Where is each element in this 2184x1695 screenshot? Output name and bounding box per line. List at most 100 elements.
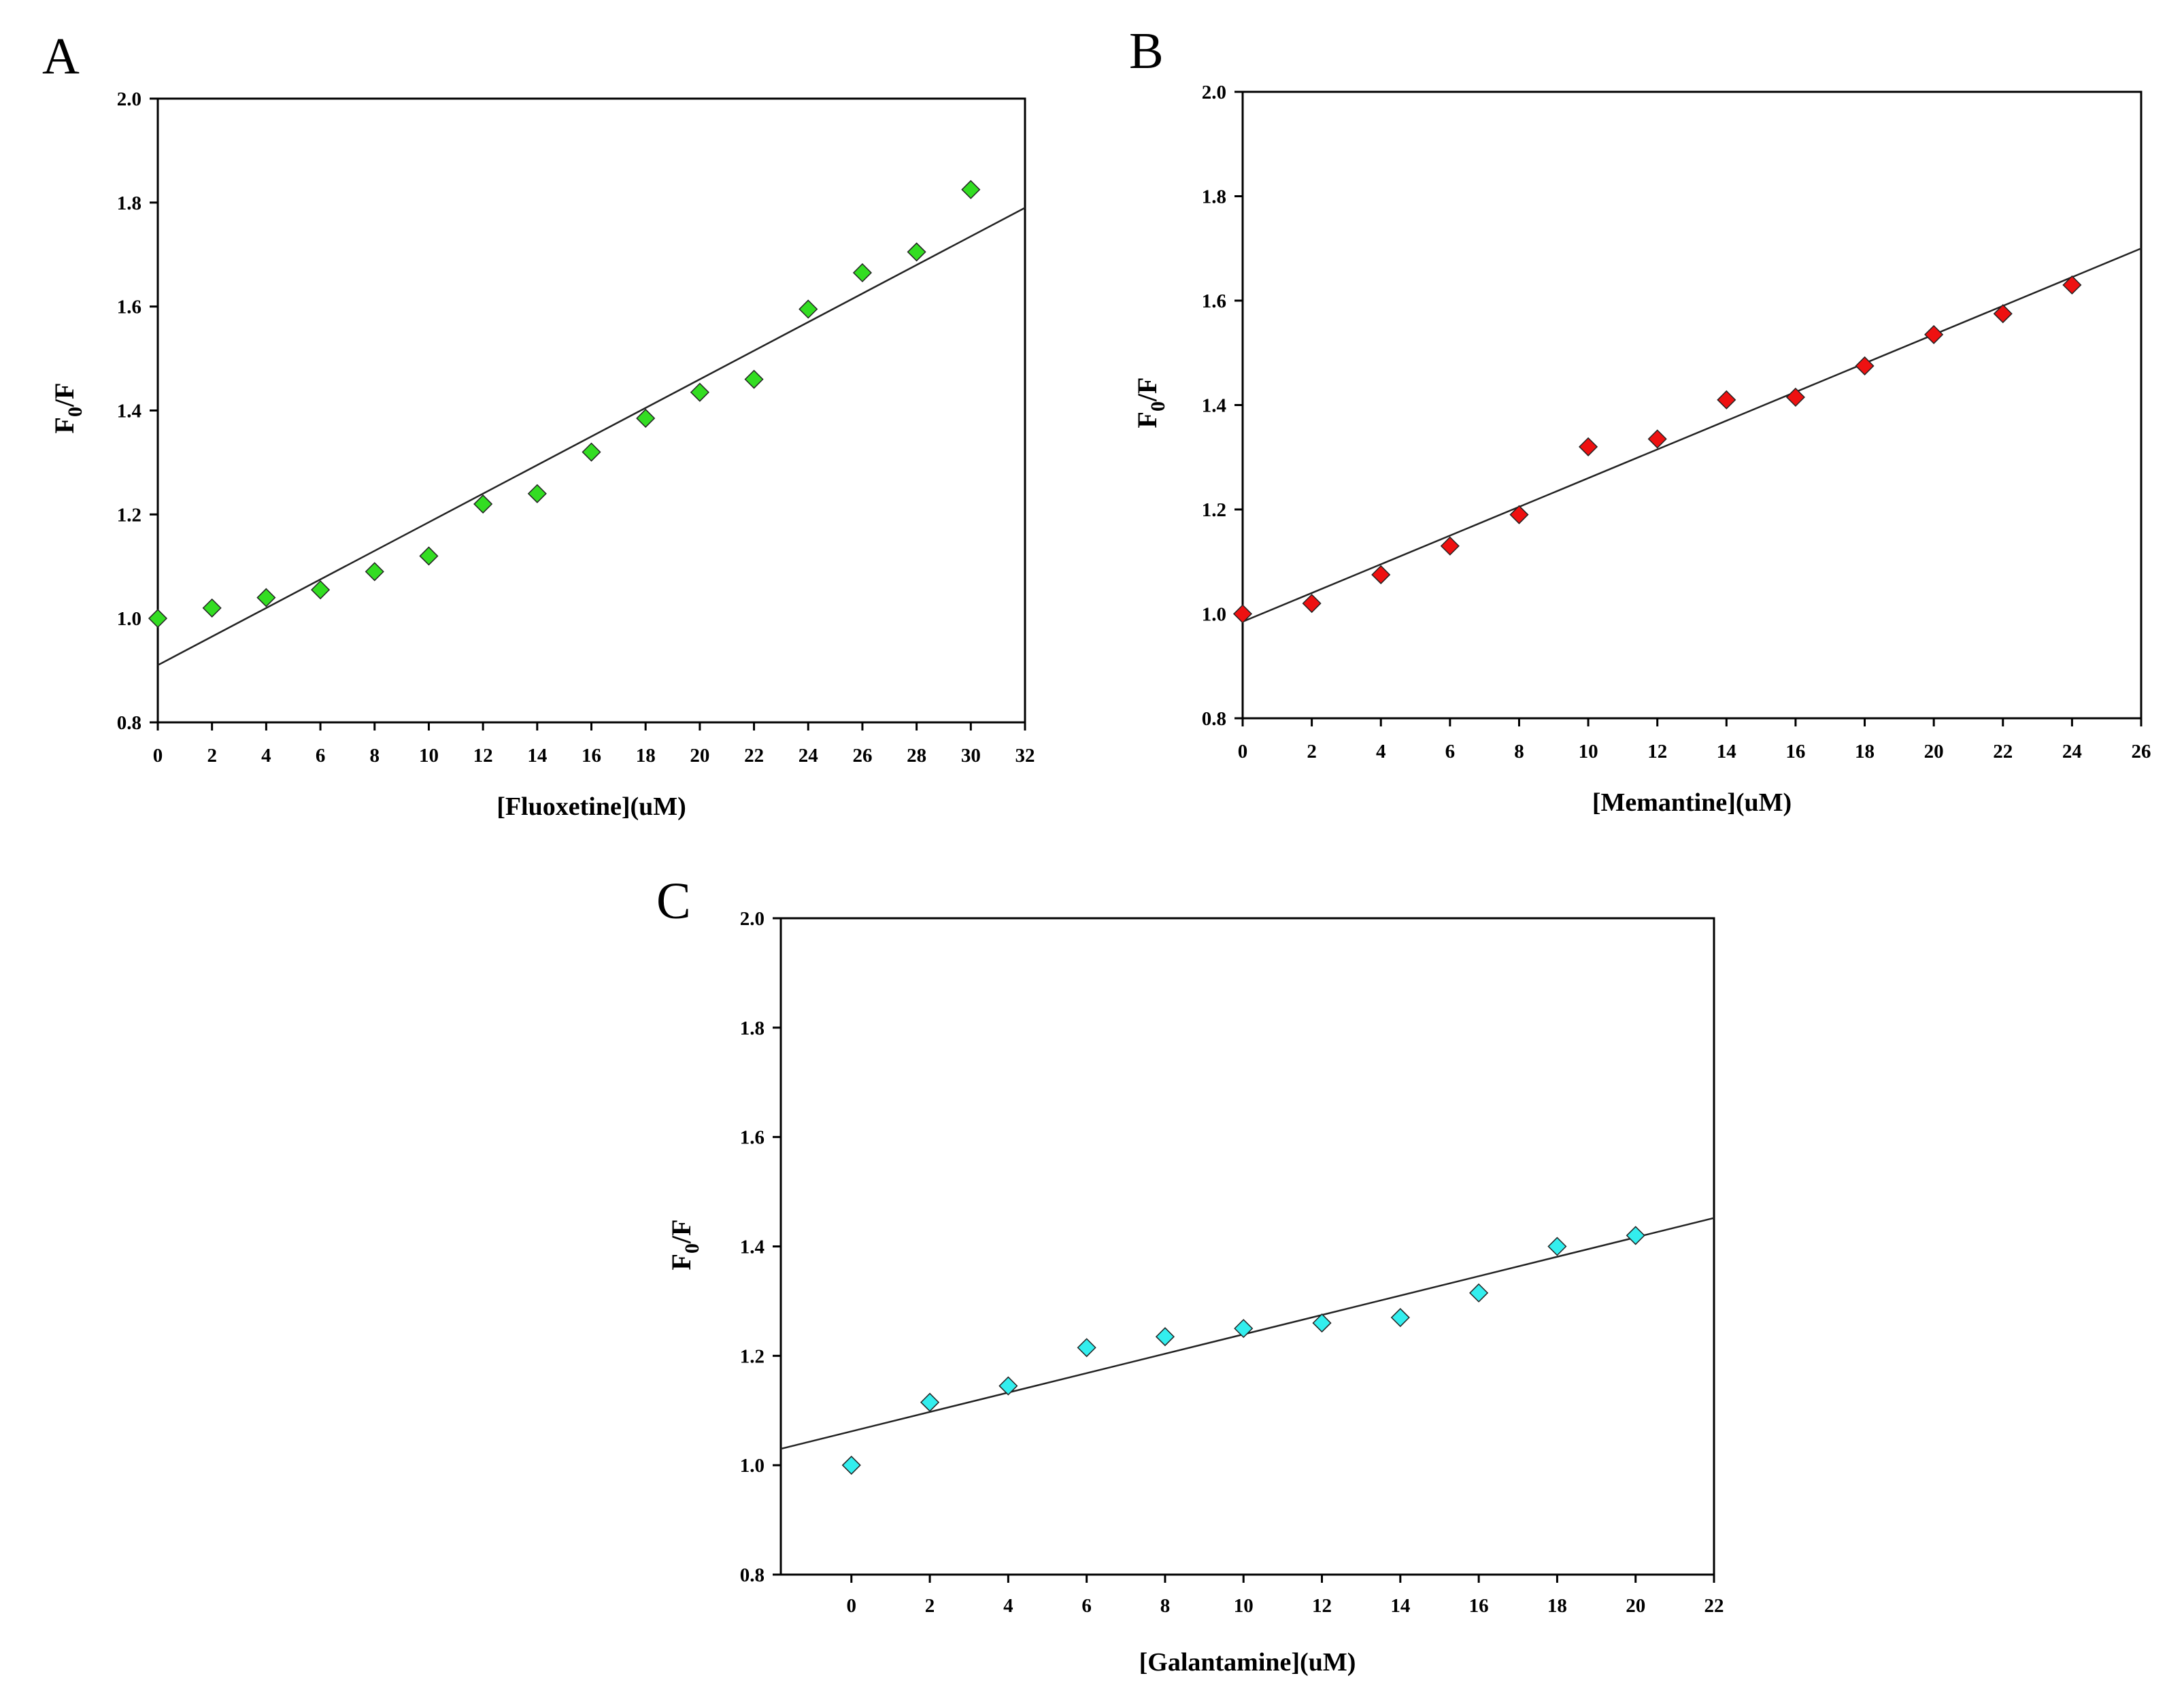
x-tick-label-a: 18 <box>636 745 656 767</box>
y-tick-label-b: 0.8 <box>1202 708 1226 730</box>
y-tick-label-a: 1.4 <box>117 401 141 422</box>
x-tick-label-a: 32 <box>1015 745 1035 767</box>
data-point-c <box>1626 1226 1645 1245</box>
y-tick-label-a: 2.0 <box>117 88 141 110</box>
x-tick-label-a: 24 <box>799 745 818 767</box>
x-tick-label-a: 30 <box>961 745 981 767</box>
data-point-b <box>1232 604 1253 624</box>
x-tick-label-a: 22 <box>744 745 764 767</box>
data-point-c <box>841 1456 861 1475</box>
data-point-a <box>852 263 872 283</box>
data-point-b <box>1993 304 2013 324</box>
x-tick-label-c: 16 <box>1469 1595 1489 1617</box>
y-tick-label-b: 1.4 <box>1202 395 1226 417</box>
x-tick-label-a: 8 <box>370 745 380 767</box>
x-tick-label-b: 26 <box>2132 741 2151 762</box>
data-point-a <box>202 598 222 618</box>
x-axis-title-c: [Galantamine](uM) <box>1139 1648 1356 1677</box>
data-point-b <box>1302 594 1322 614</box>
data-point-b <box>1855 356 1875 375</box>
x-tick-label-b: 22 <box>1993 741 2013 762</box>
y-tick-label-b: 2.0 <box>1202 82 1226 103</box>
y-axis-title-main-c: F <box>666 1254 696 1270</box>
y-tick-label-a: 1.2 <box>117 504 141 526</box>
data-point-b <box>1924 324 1944 344</box>
x-axis-title-b: [Memantine](uM) <box>1592 788 1792 817</box>
data-point-c <box>998 1376 1018 1396</box>
data-point-b <box>1785 387 1805 407</box>
x-tick-label-c: 18 <box>1547 1595 1567 1617</box>
data-point-a <box>961 180 981 199</box>
data-point-b <box>1579 437 1598 456</box>
fit-line-b <box>1242 248 2142 623</box>
x-tick-label-a: 28 <box>907 745 926 767</box>
data-point-a <box>527 484 547 503</box>
panel-c: C 0.8 1.0 1.2 1.4 1.6 1.8 2.0 0 2 4 6 8 10 12 14 16 18 20 2… <box>656 873 1724 1677</box>
x-tick-label-c: 2 <box>925 1595 935 1617</box>
data-point-a <box>256 588 276 607</box>
data-point-a <box>690 382 709 402</box>
data-point-b <box>1647 429 1667 449</box>
data-point-c <box>1234 1319 1254 1339</box>
x-tick-label-b: 2 <box>1307 741 1317 762</box>
x-tick-label-a: 4 <box>261 745 271 767</box>
y-tick-label-a: 1.6 <box>117 297 141 318</box>
y-axis-title-b: F0/F <box>1132 377 1169 429</box>
x-tick-label-c: 0 <box>847 1595 857 1617</box>
y-axis-title-c: F0/F <box>666 1220 703 1271</box>
y-axis-title-sub-c: 0 <box>681 1243 703 1254</box>
x-axis-title-a: [Fluoxetine](uM) <box>497 792 686 821</box>
x-tick-label-a: 16 <box>582 745 601 767</box>
y-axis-title-sub-b: 0 <box>1147 401 1169 412</box>
data-point-b <box>1509 505 1529 524</box>
y-tick-label-c: 1.2 <box>740 1345 765 1367</box>
x-tick-label-a: 20 <box>690 745 709 767</box>
x-tick-label-c: 12 <box>1312 1595 1332 1617</box>
data-point-c <box>920 1392 940 1412</box>
y-axis-title-sub-a: 0 <box>64 407 86 417</box>
y-tick-label-b: 1.0 <box>1202 604 1226 626</box>
y-axis-title-main-b: F <box>1132 412 1162 428</box>
data-point-a <box>365 562 384 582</box>
y-tick-label-b: 1.6 <box>1202 290 1226 312</box>
panel-letter-a: A <box>42 28 80 85</box>
data-point-c <box>1390 1307 1410 1328</box>
panel-letter-b: B <box>1129 22 1164 80</box>
data-point-a <box>311 580 331 600</box>
x-tick-label-b: 6 <box>1445 741 1456 762</box>
x-tick-label-a: 10 <box>419 745 439 767</box>
y-tick-label-b: 1.2 <box>1202 499 1226 521</box>
x-tick-label-b: 20 <box>1924 741 1944 762</box>
data-point-c <box>1155 1327 1175 1347</box>
data-point-b <box>1371 565 1391 584</box>
y-axis-title-main-a: F <box>49 417 80 433</box>
x-tick-label-b: 10 <box>1579 741 1598 762</box>
x-tick-label-a: 12 <box>473 745 493 767</box>
x-tick-label-b: 4 <box>1376 741 1386 762</box>
x-tick-label-a: 14 <box>527 745 547 767</box>
x-tick-label-b: 24 <box>2062 741 2082 762</box>
panel-letter-c: C <box>656 873 691 930</box>
x-tick-label-c: 8 <box>1160 1595 1171 1617</box>
y-tick-label-c: 0.8 <box>740 1564 765 1586</box>
x-tick-label-c: 10 <box>1234 1595 1254 1617</box>
x-tick-label-b: 16 <box>1785 741 1805 762</box>
data-point-a <box>148 609 168 628</box>
y-tick-label-a: 0.8 <box>117 712 141 734</box>
x-tick-label-b: 12 <box>1647 741 1667 762</box>
y-axis-title-tail-b: /F <box>1132 377 1162 403</box>
data-point-a <box>473 494 493 514</box>
x-tick-label-a: 26 <box>852 745 872 767</box>
y-tick-label-c: 1.8 <box>740 1018 765 1039</box>
data-point-b <box>2062 275 2082 295</box>
y-tick-label-c: 1.4 <box>740 1237 765 1258</box>
fit-line-a <box>157 207 1026 667</box>
y-axis-title-tail-a: /F <box>49 383 80 408</box>
x-tick-label-a: 2 <box>207 745 217 767</box>
data-point-a <box>907 242 926 262</box>
x-tick-label-c: 6 <box>1081 1595 1092 1617</box>
data-point-a <box>582 442 601 462</box>
x-tick-label-c: 20 <box>1626 1595 1645 1617</box>
